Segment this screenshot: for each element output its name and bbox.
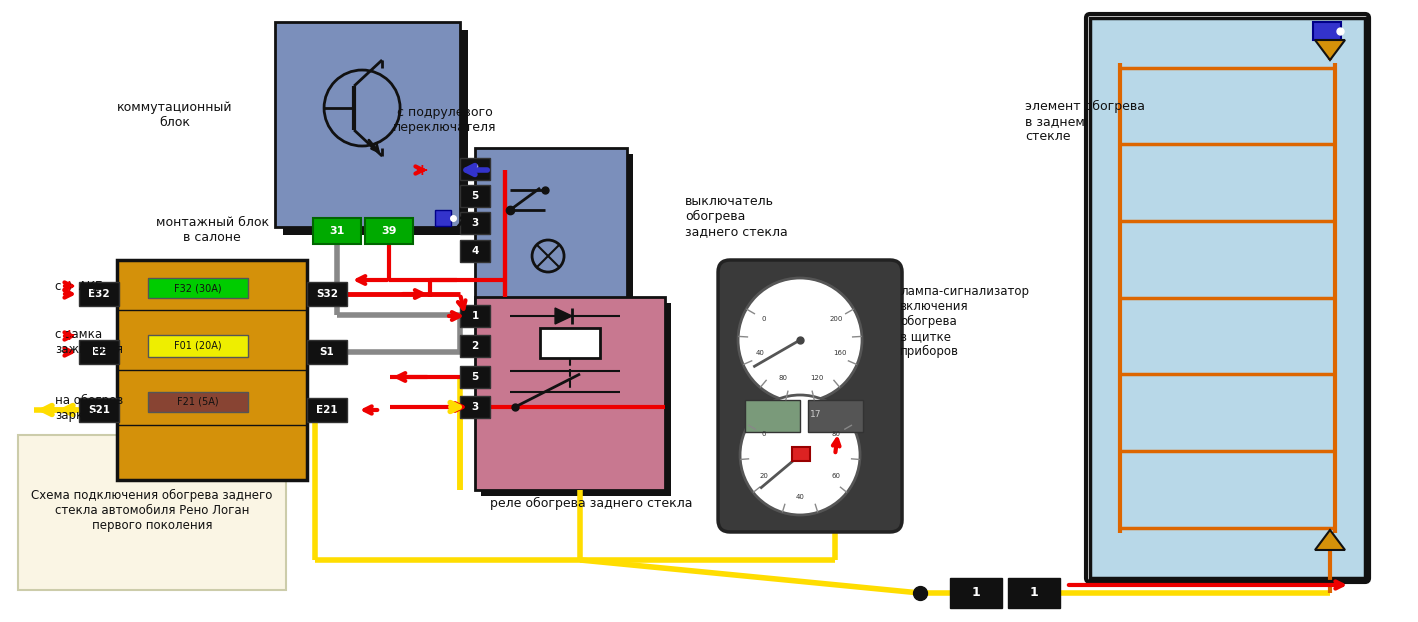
Text: F32 (30A): F32 (30A) [174, 283, 221, 293]
Polygon shape [481, 303, 671, 496]
Polygon shape [118, 260, 308, 480]
Text: +: + [62, 279, 75, 294]
Text: 40: 40 [756, 350, 764, 356]
Text: с подрулевого
переключателя: с подрулевого переключателя [393, 106, 496, 134]
Text: 0: 0 [761, 316, 766, 322]
Polygon shape [18, 435, 286, 590]
Polygon shape [459, 185, 491, 207]
Text: лампа-сигнализатор
включения
обогрева
в щитке
приборов: лампа-сигнализатор включения обогрева в … [900, 285, 1029, 358]
Text: F21 (5A): F21 (5A) [177, 397, 218, 407]
Text: 80: 80 [778, 375, 787, 381]
Text: коммутационный
блок: коммутационный блок [118, 101, 233, 129]
Polygon shape [481, 154, 632, 322]
Text: с + АКБ: с + АКБ [55, 279, 104, 292]
Polygon shape [459, 335, 491, 357]
Polygon shape [147, 392, 248, 412]
Polygon shape [459, 305, 491, 327]
Polygon shape [308, 340, 347, 364]
Polygon shape [79, 398, 119, 422]
Text: +: + [415, 162, 428, 177]
Polygon shape [313, 218, 362, 244]
Text: Схема подключения обогрева заднего
стекла автомобиля Рено Логан
первого поколени: Схема подключения обогрева заднего стекл… [31, 488, 272, 532]
Text: 5: 5 [471, 372, 479, 382]
Text: 1: 1 [1029, 587, 1038, 600]
Text: 1: 1 [971, 587, 980, 600]
Polygon shape [459, 366, 491, 388]
Polygon shape [950, 578, 1003, 608]
Polygon shape [1313, 22, 1341, 40]
Text: 160: 160 [834, 350, 847, 356]
Text: 2: 2 [471, 341, 479, 351]
Polygon shape [147, 335, 248, 357]
Text: S1: S1 [319, 347, 335, 357]
Polygon shape [744, 400, 800, 432]
Text: монтажный блок
в салоне: монтажный блок в салоне [156, 216, 268, 244]
Text: 120: 120 [811, 375, 824, 381]
Text: на обогрев
заркал: на обогрев заркал [55, 394, 123, 422]
Text: 80: 80 [832, 431, 841, 437]
FancyBboxPatch shape [718, 260, 902, 532]
Polygon shape [79, 282, 119, 306]
Text: 1: 1 [471, 311, 479, 321]
Text: 39: 39 [381, 226, 397, 236]
Text: S21: S21 [88, 405, 111, 415]
Text: 20: 20 [759, 473, 769, 479]
Text: 31: 31 [329, 226, 345, 236]
Polygon shape [435, 210, 451, 226]
Text: 200: 200 [830, 316, 844, 322]
Polygon shape [459, 158, 491, 180]
Text: +: + [62, 328, 75, 343]
Polygon shape [459, 212, 491, 234]
Polygon shape [793, 447, 810, 461]
Text: S32: S32 [316, 289, 337, 299]
Polygon shape [540, 328, 600, 358]
Text: E32: E32 [88, 289, 111, 299]
Text: 3: 3 [471, 218, 479, 228]
Polygon shape [475, 148, 627, 316]
Polygon shape [308, 398, 347, 422]
Polygon shape [284, 30, 468, 235]
Text: 3: 3 [471, 402, 479, 412]
Polygon shape [808, 400, 864, 432]
Text: элемент обогрева
в заднем
стекле: элемент обогрева в заднем стекле [1025, 100, 1144, 143]
Circle shape [737, 278, 862, 402]
Text: реле обогрева заднего стекла: реле обогрева заднего стекла [491, 497, 692, 510]
Text: 4: 4 [471, 246, 479, 256]
Text: E21: E21 [316, 405, 337, 415]
Text: 0: 0 [761, 431, 766, 437]
Polygon shape [364, 218, 413, 244]
Polygon shape [554, 308, 571, 324]
Polygon shape [79, 340, 119, 364]
Polygon shape [459, 240, 491, 262]
Polygon shape [308, 282, 347, 306]
Text: 2: 2 [471, 164, 479, 174]
Polygon shape [147, 278, 248, 298]
Text: E2: E2 [92, 347, 106, 357]
Polygon shape [1008, 578, 1061, 608]
Text: 40: 40 [795, 494, 804, 500]
Text: 5: 5 [471, 191, 479, 201]
Text: 60: 60 [832, 473, 841, 479]
Text: 17: 17 [810, 411, 822, 419]
Polygon shape [1314, 40, 1346, 60]
Text: F01 (20A): F01 (20A) [174, 341, 221, 351]
Text: с замка
зажигания: с замка зажигания [55, 328, 123, 356]
Text: выключатель
обогрева
заднего стекла: выключатель обогрева заднего стекла [685, 195, 788, 238]
Polygon shape [275, 22, 459, 227]
Polygon shape [1314, 530, 1346, 550]
Polygon shape [459, 396, 491, 418]
Polygon shape [475, 297, 665, 490]
Polygon shape [1090, 18, 1366, 578]
Circle shape [740, 395, 861, 515]
